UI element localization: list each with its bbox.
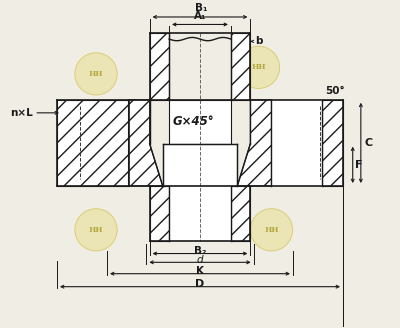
Polygon shape bbox=[57, 100, 128, 186]
Text: HH: HH bbox=[89, 226, 103, 234]
Text: b: b bbox=[255, 36, 263, 46]
Circle shape bbox=[250, 209, 293, 251]
Text: n×L: n×L bbox=[10, 108, 33, 118]
Polygon shape bbox=[237, 100, 272, 186]
Circle shape bbox=[75, 53, 117, 95]
Text: HH: HH bbox=[251, 63, 266, 72]
Polygon shape bbox=[169, 100, 231, 144]
Polygon shape bbox=[163, 144, 237, 186]
Polygon shape bbox=[150, 186, 169, 241]
Polygon shape bbox=[231, 186, 250, 241]
Text: B₂: B₂ bbox=[194, 246, 206, 256]
Polygon shape bbox=[272, 100, 322, 186]
Text: F: F bbox=[355, 160, 363, 170]
Text: A₁: A₁ bbox=[194, 10, 206, 21]
Text: K: K bbox=[196, 266, 204, 276]
Polygon shape bbox=[231, 33, 250, 100]
Polygon shape bbox=[322, 100, 343, 186]
Text: 50°: 50° bbox=[325, 86, 345, 96]
Polygon shape bbox=[150, 33, 169, 100]
Text: G×45°: G×45° bbox=[173, 115, 214, 128]
Circle shape bbox=[75, 209, 117, 251]
Text: d: d bbox=[197, 255, 203, 265]
Polygon shape bbox=[169, 186, 231, 241]
Polygon shape bbox=[128, 100, 163, 186]
Circle shape bbox=[237, 46, 280, 89]
Text: B₁: B₁ bbox=[195, 3, 208, 13]
Text: D: D bbox=[195, 279, 205, 289]
Text: HH: HH bbox=[89, 70, 103, 78]
Text: HH: HH bbox=[264, 226, 279, 234]
Text: C: C bbox=[365, 138, 373, 148]
